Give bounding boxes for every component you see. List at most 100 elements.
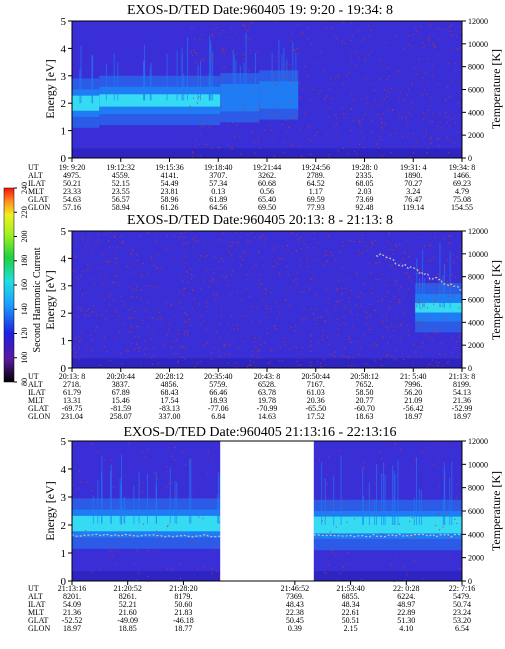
noise-dot (356, 51, 358, 53)
noise-dot (180, 345, 182, 347)
noise-dot (182, 356, 184, 358)
noise-dot (450, 235, 452, 237)
table-cell: 70.27 (404, 179, 422, 188)
noise-dot (456, 341, 458, 343)
table-cell: 7369. (286, 592, 304, 601)
noise-dot (223, 66, 225, 68)
noise-dot (203, 281, 205, 283)
noise-dot (452, 352, 454, 354)
noise-dot (364, 79, 366, 81)
noise-dot (409, 156, 411, 158)
table-cell: 7167. (307, 380, 325, 389)
noise-dot (194, 51, 196, 53)
noise-dot (345, 287, 347, 289)
noise-dot (212, 280, 214, 282)
noise-dot (200, 323, 202, 325)
noise-dot (343, 323, 345, 325)
table-cell: 48.43 (286, 600, 304, 609)
noise-dot (212, 35, 214, 37)
noise-dot (141, 451, 143, 453)
table-cell: -49.09 (117, 616, 138, 625)
ytick-label: 4 (61, 464, 67, 476)
noise-dot (192, 151, 194, 153)
noise-dot (310, 350, 312, 352)
noise-dot (203, 60, 205, 62)
noise-dot (420, 285, 422, 287)
table-row-label: UT (28, 584, 39, 593)
y2tick-label: 2000 (468, 341, 484, 350)
noise-dot (142, 523, 144, 525)
noise-dot (194, 366, 196, 368)
noise-dot (247, 366, 249, 368)
noise-dot (197, 240, 199, 242)
noise-dot (374, 98, 376, 100)
noise-dot (119, 284, 121, 286)
noise-dot (299, 364, 301, 366)
noise-dot (283, 258, 285, 260)
noise-dot (445, 318, 447, 320)
noise-dot (270, 129, 272, 131)
noise-dot (410, 114, 412, 116)
noise-dot (304, 65, 306, 67)
noise-dot (410, 102, 412, 104)
noise-dot (189, 75, 191, 77)
noise-dot (182, 346, 184, 348)
noise-dot (202, 517, 204, 519)
noise-dot (288, 127, 290, 129)
noise-dot (199, 259, 201, 261)
noise-dot (349, 72, 351, 74)
noise-dot (200, 315, 202, 317)
noise-dot (312, 312, 314, 314)
ytick-label: 3 (61, 281, 67, 293)
noise-dot (380, 59, 382, 61)
noise-dot (403, 251, 405, 253)
table-row-label: GLAT (28, 616, 49, 625)
noise-dot (171, 482, 173, 484)
noise-dot (179, 274, 181, 276)
noise-dot (74, 253, 76, 255)
panel-2-plot: 01234502000400060008000100001200020:13: … (28, 226, 488, 421)
noise-dot (426, 93, 428, 95)
noise-dot (300, 237, 302, 239)
noise-dot (452, 283, 454, 285)
noise-dot (214, 300, 216, 302)
noise-dot (400, 262, 402, 264)
noise-dot (415, 351, 417, 353)
noise-dot (301, 346, 303, 348)
noise-dot (382, 322, 384, 324)
noise-dot (105, 282, 107, 284)
noise-dot (205, 143, 207, 145)
noise-dot (413, 152, 415, 154)
noise-dot (429, 279, 431, 281)
noise-dot (400, 286, 402, 288)
y2tick-label: 12000 (468, 227, 488, 236)
noise-dot (304, 113, 306, 115)
noise-dot (316, 281, 318, 283)
noise-dot (425, 132, 427, 134)
noise-dot (391, 265, 393, 267)
noise-dot (442, 268, 444, 270)
noise-dot (90, 334, 92, 336)
noise-dot (131, 331, 133, 333)
band-core (99, 94, 221, 107)
noise-dot (445, 264, 447, 266)
noise-dot (222, 30, 224, 32)
noise-dot (269, 361, 271, 363)
table-cell: 54.49 (161, 179, 179, 188)
noise-dot (177, 360, 179, 362)
table-cell: 20:58:12 (350, 372, 378, 381)
noise-dot (346, 563, 348, 565)
noise-dot (104, 298, 106, 300)
noise-dot (307, 247, 309, 249)
noise-dot (172, 261, 174, 263)
noise-dot (223, 233, 225, 235)
noise-dot (227, 362, 229, 364)
noise-dot (252, 90, 254, 92)
noise-dot (201, 121, 203, 123)
noise-dot (200, 255, 202, 257)
noise-dot (352, 99, 354, 101)
noise-dot (359, 240, 361, 242)
noise-dot (313, 277, 315, 279)
noise-dot (257, 138, 259, 140)
noise-dot (326, 473, 328, 475)
